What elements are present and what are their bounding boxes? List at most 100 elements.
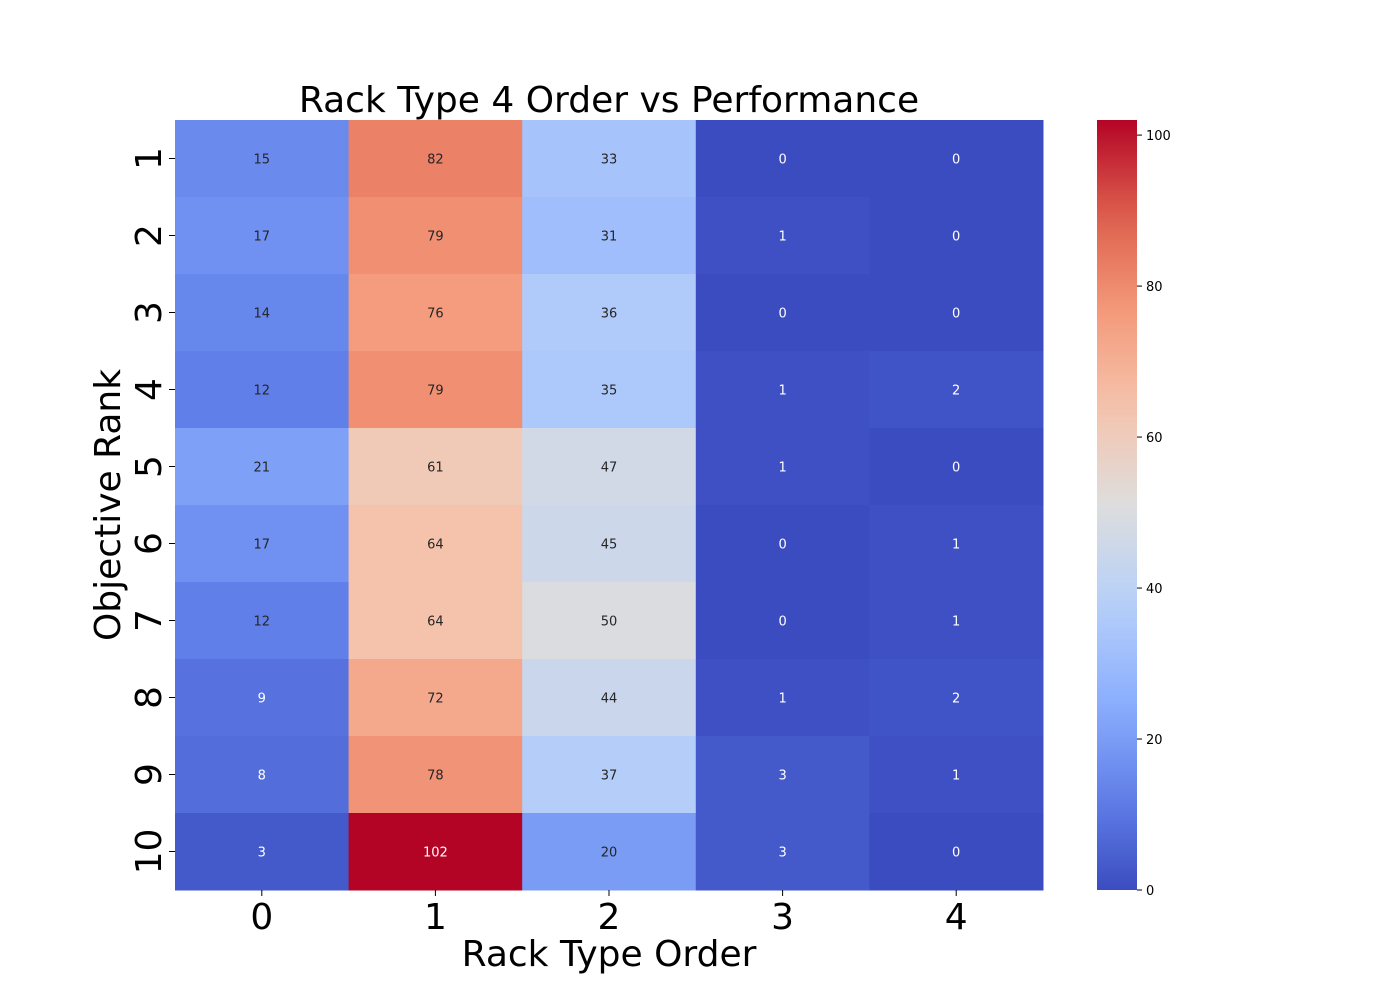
heatmap-cell [869,582,1044,660]
y-tick-label: 1 [129,147,170,170]
cell-value-label: 17 [254,230,271,245]
colorbar-tick-label: 100 [1146,129,1171,144]
y-tick-label: 5 [129,455,170,478]
heatmap-cell [175,351,350,429]
heatmap-cell [522,813,697,891]
y-tick-label: 6 [129,532,170,555]
y-tick-label: 4 [129,378,170,401]
heatmap-cell [175,813,350,891]
heatmap-cell [175,736,350,814]
x-tick-label: 4 [945,897,968,938]
heatmap-cell-labels: 15 82 33 0 017 79 31 1 014 76 36 0 012 79 35 1 221 61 47 1 0… [254,153,961,861]
heatmap-cell [348,505,523,583]
cell-value-label: 35 [601,384,618,399]
heatmap-cell [175,120,350,198]
heatmap-cell [175,428,350,506]
y-tick-label: 9 [129,763,170,786]
heatmap-cell [695,659,870,737]
cell-value-label: 2 [952,692,960,707]
heatmap-cell [695,120,870,198]
heatmap-cell [695,274,870,352]
heatmap-cell [695,582,870,660]
cell-value-label: 64 [427,615,444,630]
y-tick-label: 7 [129,609,170,632]
heatmap-cell [522,659,697,737]
x-tick-label: 0 [250,897,273,938]
cell-value-label: 0 [952,153,960,168]
cell-value-label: 0 [778,153,786,168]
heatmap-cell [522,428,697,506]
heatmap-cell [695,351,870,429]
colorbar-ticks: 0 20 40 60 80 100 [1137,129,1171,899]
heatmap-cell [522,120,697,198]
cell-value-label: 1 [778,230,786,245]
cell-value-label: 1 [952,769,960,784]
heatmap-cell [869,120,1044,198]
cell-value-label: 8 [258,769,266,784]
cell-value-label: 14 [254,307,271,322]
cell-value-label: 78 [427,769,444,784]
cell-value-label: 17 [254,538,271,553]
cell-value-label: 2 [952,384,960,399]
heatmap-cell [869,428,1044,506]
heatmap-cells [175,120,1044,891]
y-tick-label: 3 [129,301,170,324]
heatmap-cell [175,659,350,737]
heatmap-cell [869,736,1044,814]
cell-value-label: 1 [778,692,786,707]
cell-value-label: 50 [601,615,618,630]
cell-value-label: 37 [601,769,618,784]
heatmap-cell [522,736,697,814]
cell-value-label: 15 [254,153,271,168]
heatmap-cell [695,428,870,506]
cell-value-label: 3 [258,846,266,861]
heatmap-cell [522,197,697,275]
cell-value-label: 31 [601,230,618,245]
cell-value-label: 0 [952,307,960,322]
heatmap-cell [695,813,870,891]
heatmap-cell [175,197,350,275]
heatmap-cell [348,274,523,352]
heatmap-cell [869,813,1044,891]
cell-value-label: 79 [427,230,444,245]
chart-title: Rack Type 4 Order vs Performance [299,80,919,121]
heatmap-cell [348,351,523,429]
x-tick-label: 3 [771,897,794,938]
cell-value-label: 102 [423,846,448,861]
y-tick-label: 10 [129,829,170,875]
y-axis-ticks: 1 2 3 4 5 6 7 8 9 10 [129,147,175,874]
cell-value-label: 45 [601,538,618,553]
heatmap-cell [175,505,350,583]
heatmap-cell [695,197,870,275]
cell-value-label: 0 [778,615,786,630]
cell-value-label: 0 [778,307,786,322]
cell-value-label: 3 [778,769,786,784]
cell-value-label: 0 [952,846,960,861]
heatmap-cell [869,274,1044,352]
heatmap-cell [695,736,870,814]
colorbar [1097,120,1137,890]
cell-value-label: 82 [427,153,444,168]
y-axis-label: Objective Rank [88,369,129,641]
cell-value-label: 61 [427,461,444,476]
heatmap-cell [522,582,697,660]
colorbar-tick-label: 60 [1146,431,1163,446]
heatmap-cell [348,736,523,814]
colorbar-tick-label: 40 [1146,582,1163,597]
cell-value-label: 1 [952,538,960,553]
heatmap-cell [175,274,350,352]
y-tick-label: 2 [129,224,170,247]
colorbar-tick-label: 20 [1146,733,1163,748]
heatmap-cell [869,351,1044,429]
cell-value-label: 1 [778,461,786,476]
cell-value-label: 33 [601,153,618,168]
heatmap-cell [348,197,523,275]
heatmap-cell [348,659,523,737]
heatmap-cell [522,351,697,429]
cell-value-label: 1 [778,384,786,399]
x-axis-label: Rack Type Order [462,934,757,975]
cell-value-label: 0 [952,461,960,476]
cell-value-label: 3 [778,846,786,861]
cell-value-label: 64 [427,538,444,553]
